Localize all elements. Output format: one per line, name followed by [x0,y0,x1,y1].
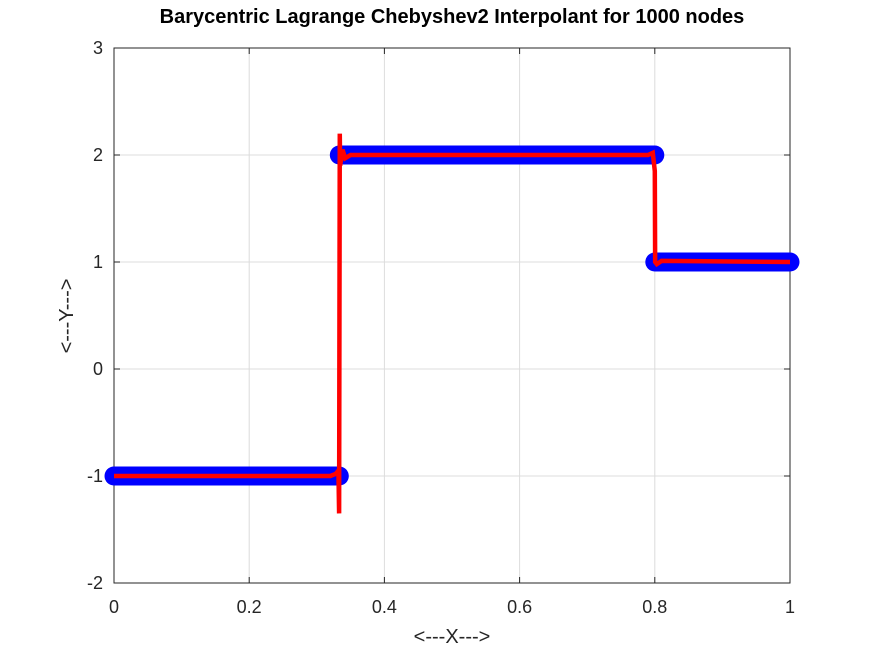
y-axis-label: <---Y---> [56,279,78,354]
axes-box [113,47,791,584]
interpolant-line [114,133,791,514]
y-tick-label: 1 [93,252,103,272]
y-tick-label: 0 [93,359,103,379]
y-tick-label: 3 [93,38,103,58]
x-tick-label: 0.4 [372,597,397,617]
x-tick-label: 1 [785,597,795,617]
x-tick-label: 0 [109,597,119,617]
x-axis-label: <---X---> [414,626,491,648]
x-tick-label: 0.6 [507,597,532,617]
y-tick-label: 2 [93,145,103,165]
x-tick-label: 0.2 [237,597,262,617]
x-tick-label: 0.8 [642,597,667,617]
grid [113,47,791,584]
ticks: 0 0.2 0.4 0.6 0.8 1 -2 -1 0 1 2 3 [87,38,795,617]
series-layer [104,133,800,514]
y-tick-label: -1 [87,466,103,486]
chart-title: Barycentric Lagrange Chebyshev2 Interpol… [160,6,745,28]
y-tick-label: -2 [87,573,103,593]
